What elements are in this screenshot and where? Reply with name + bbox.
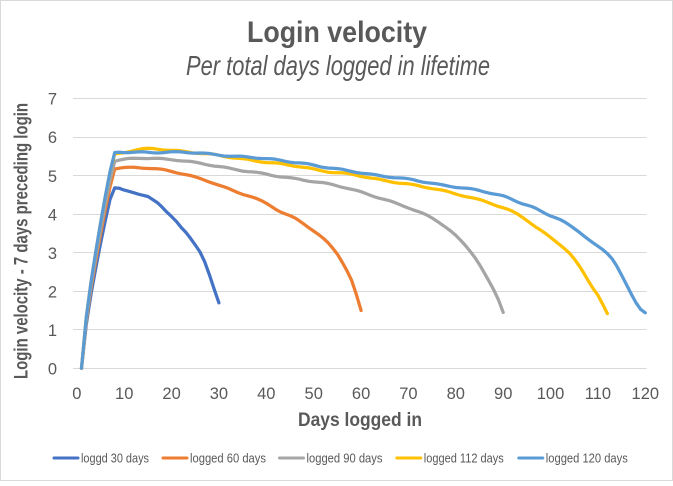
svg-text:logged 90 days: logged 90 days — [307, 451, 383, 466]
svg-text:0: 0 — [48, 361, 57, 379]
svg-text:4: 4 — [48, 206, 57, 224]
svg-text:20: 20 — [162, 385, 180, 403]
svg-text:logged 112 days: logged 112 days — [424, 451, 504, 466]
svg-text:7: 7 — [48, 91, 57, 109]
svg-text:60: 60 — [352, 385, 370, 403]
svg-text:loggd 30 days: loggd 30 days — [81, 451, 149, 466]
svg-text:90: 90 — [494, 385, 512, 403]
svg-text:Login velocity: Login velocity — [247, 16, 427, 49]
svg-text:50: 50 — [305, 385, 323, 403]
svg-text:30: 30 — [210, 385, 228, 403]
svg-text:6: 6 — [48, 129, 57, 147]
svg-text:40: 40 — [257, 385, 275, 403]
svg-text:logged 120 days: logged 120 days — [546, 451, 628, 466]
svg-text:Login velocity - 7 days preced: Login velocity - 7 days preceding login — [11, 103, 33, 379]
svg-text:logged 60 days: logged 60 days — [190, 451, 266, 466]
svg-text:80: 80 — [447, 385, 465, 403]
svg-text:70: 70 — [399, 385, 417, 403]
svg-text:100: 100 — [537, 385, 565, 403]
svg-text:2: 2 — [48, 283, 57, 301]
svg-text:10: 10 — [115, 385, 133, 403]
svg-text:Per total days logged in lifet: Per total days logged in lifetime — [186, 50, 490, 81]
svg-text:110: 110 — [585, 385, 611, 403]
svg-text:5: 5 — [48, 168, 57, 186]
svg-text:3: 3 — [48, 245, 57, 263]
svg-text:Days logged in: Days logged in — [298, 409, 422, 431]
svg-text:0: 0 — [72, 385, 81, 403]
svg-text:1: 1 — [48, 322, 57, 340]
svg-text:120: 120 — [632, 385, 660, 403]
